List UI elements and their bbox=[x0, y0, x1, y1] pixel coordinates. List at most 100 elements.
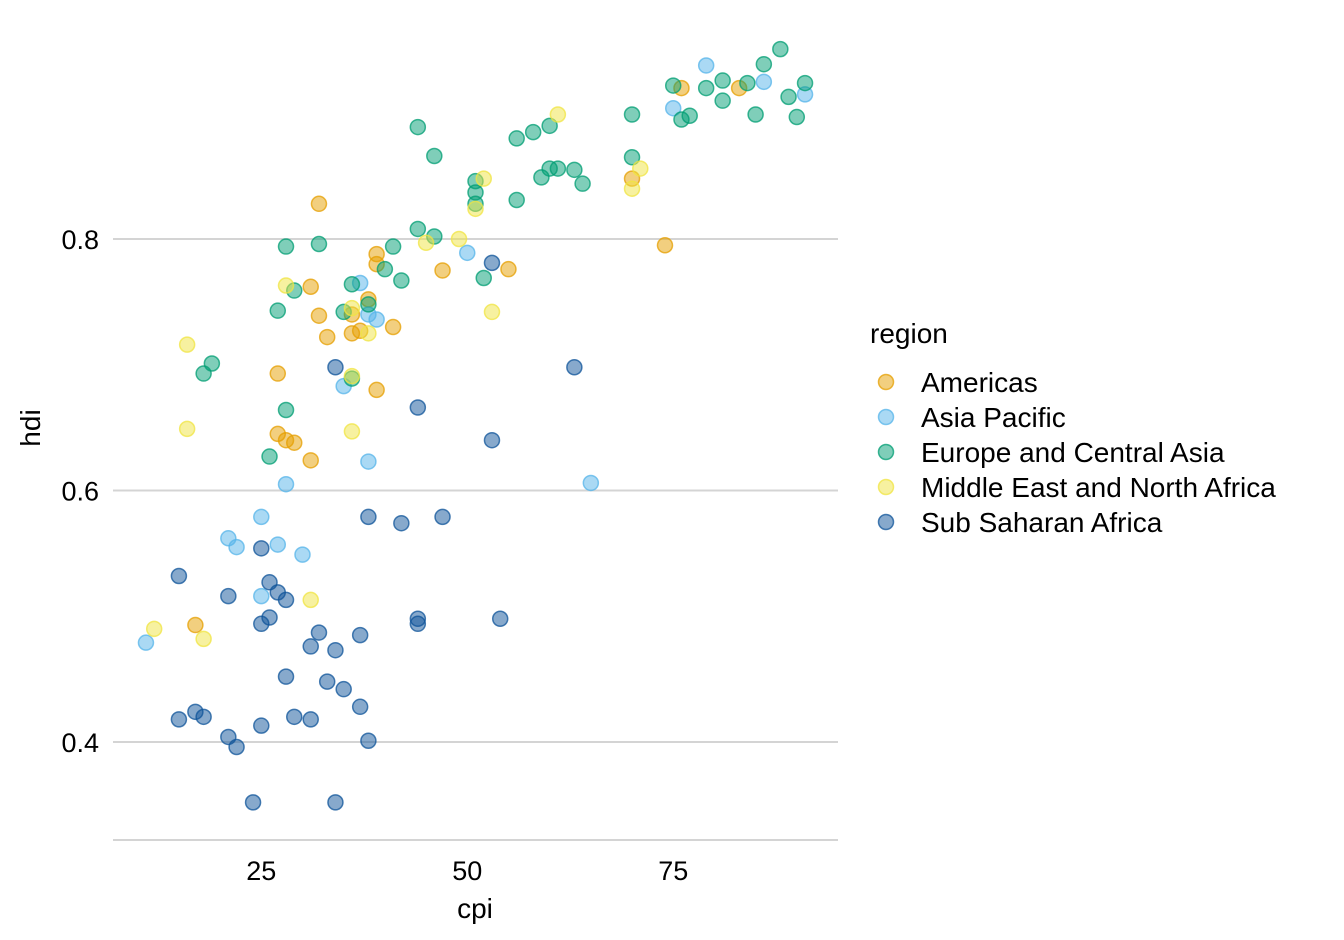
point-europe-and-central-asia bbox=[772, 40, 789, 58]
point-europe-and-central-asia bbox=[549, 160, 567, 177]
point-europe-and-central-asia bbox=[755, 55, 773, 73]
point-sub-saharan-africa bbox=[409, 399, 427, 416]
point-americas bbox=[656, 237, 674, 254]
point-europe-and-central-asia bbox=[566, 161, 583, 179]
point-europe-and-central-asia bbox=[426, 147, 443, 165]
point-europe-and-central-asia bbox=[409, 220, 427, 238]
legend-label-americas: Americas bbox=[921, 367, 1038, 398]
point-middle-east-and-north-africa bbox=[450, 230, 468, 248]
point-sub-saharan-africa bbox=[393, 514, 410, 532]
point-europe-and-central-asia bbox=[203, 355, 221, 372]
point-middle-east-and-north-africa bbox=[343, 299, 361, 317]
point-sub-saharan-africa bbox=[360, 732, 377, 749]
point-americas bbox=[500, 260, 517, 278]
point-europe-and-central-asia bbox=[475, 269, 492, 287]
point-europe-and-central-asia bbox=[697, 79, 715, 97]
point-europe-and-central-asia bbox=[541, 117, 558, 135]
point-middle-east-and-north-africa bbox=[417, 234, 435, 252]
point-americas bbox=[187, 616, 204, 634]
legend-key-sub-saharan-africa bbox=[877, 513, 895, 531]
point-europe-and-central-asia bbox=[780, 88, 797, 106]
point-europe-and-central-asia bbox=[384, 238, 402, 255]
point-europe-and-central-asia bbox=[277, 401, 295, 419]
point-americas bbox=[384, 318, 402, 336]
point-americas bbox=[434, 262, 451, 279]
point-middle-east-and-north-africa bbox=[632, 160, 649, 177]
point-middle-east-and-north-africa bbox=[195, 630, 212, 648]
point-asia-pacific bbox=[664, 99, 682, 117]
point-middle-east-and-north-africa bbox=[343, 423, 361, 440]
point-sub-saharan-africa bbox=[277, 668, 295, 685]
point-sub-saharan-africa bbox=[228, 738, 245, 756]
x-tick-label: 25 bbox=[246, 856, 276, 886]
point-europe-and-central-asia bbox=[310, 235, 328, 253]
point-sub-saharan-africa bbox=[351, 626, 369, 644]
point-americas bbox=[318, 328, 336, 346]
x-tick-labels: 25 50 75 bbox=[246, 856, 688, 886]
data-points bbox=[137, 40, 814, 811]
point-americas bbox=[310, 307, 328, 324]
point-sub-saharan-africa bbox=[253, 615, 270, 633]
point-europe-and-central-asia bbox=[269, 302, 287, 319]
point-middle-east-and-north-africa bbox=[343, 367, 361, 385]
point-europe-and-central-asia bbox=[788, 108, 806, 126]
y-tick-label: 0.4 bbox=[61, 728, 99, 758]
point-sub-saharan-africa bbox=[434, 508, 451, 526]
point-asia-pacific bbox=[294, 546, 311, 563]
point-asia-pacific bbox=[368, 311, 385, 328]
point-sub-saharan-africa bbox=[244, 794, 262, 811]
point-sub-saharan-africa bbox=[566, 359, 583, 376]
x-tick-label: 75 bbox=[658, 856, 688, 886]
point-sub-saharan-africa bbox=[170, 567, 188, 585]
y-axis-title: hdi bbox=[15, 409, 46, 446]
legend-key-americas bbox=[877, 373, 895, 391]
point-europe-and-central-asia bbox=[664, 77, 682, 94]
point-asia-pacific bbox=[459, 244, 476, 262]
point-middle-east-and-north-africa bbox=[360, 325, 377, 342]
point-europe-and-central-asia bbox=[409, 118, 427, 136]
legend-label-europe-and-central-asia: Europe and Central Asia bbox=[921, 437, 1225, 468]
point-asia-pacific bbox=[137, 634, 155, 651]
point-middle-east-and-north-africa bbox=[277, 277, 295, 294]
point-europe-and-central-asia bbox=[714, 72, 731, 89]
point-europe-and-central-asia bbox=[376, 260, 394, 278]
point-europe-and-central-asia bbox=[343, 276, 361, 293]
point-sub-saharan-africa bbox=[302, 711, 319, 728]
point-middle-east-and-north-africa bbox=[549, 106, 567, 123]
point-europe-and-central-asia bbox=[261, 448, 278, 465]
point-asia-pacific bbox=[582, 474, 600, 492]
point-americas bbox=[302, 278, 319, 296]
point-sub-saharan-africa bbox=[170, 711, 188, 728]
point-europe-and-central-asia bbox=[574, 175, 591, 192]
point-europe-and-central-asia bbox=[796, 74, 814, 92]
point-middle-east-and-north-africa bbox=[483, 303, 501, 321]
gridlines bbox=[113, 238, 838, 743]
point-europe-and-central-asia bbox=[277, 238, 295, 255]
y-tick-label: 0.8 bbox=[61, 225, 99, 255]
point-europe-and-central-asia bbox=[681, 107, 698, 125]
point-middle-east-and-north-africa bbox=[178, 336, 196, 353]
point-sub-saharan-africa bbox=[286, 708, 303, 726]
legend-title: region bbox=[870, 318, 948, 349]
point-sub-saharan-africa bbox=[253, 717, 270, 734]
point-asia-pacific bbox=[253, 508, 270, 526]
legend-label-sub-saharan-africa: Sub Saharan Africa bbox=[921, 507, 1163, 538]
point-sub-saharan-africa bbox=[277, 591, 295, 609]
point-americas bbox=[286, 434, 303, 451]
point-middle-east-and-north-africa bbox=[475, 170, 492, 187]
legend-key-asia-pacific bbox=[877, 408, 895, 426]
point-americas bbox=[269, 365, 287, 382]
point-asia-pacific bbox=[253, 587, 270, 605]
point-europe-and-central-asia bbox=[360, 296, 377, 313]
point-europe-and-central-asia bbox=[623, 106, 641, 123]
point-sub-saharan-africa bbox=[491, 610, 509, 628]
point-sub-saharan-africa bbox=[483, 431, 501, 449]
point-europe-and-central-asia bbox=[524, 123, 542, 141]
point-asia-pacific bbox=[277, 475, 295, 493]
point-middle-east-and-north-africa bbox=[178, 420, 196, 438]
legend: region Americas Asia Pacific Europe and Ce… bbox=[870, 318, 1276, 538]
point-americas bbox=[310, 195, 328, 213]
point-europe-and-central-asia bbox=[508, 130, 525, 147]
point-asia-pacific bbox=[697, 57, 715, 74]
